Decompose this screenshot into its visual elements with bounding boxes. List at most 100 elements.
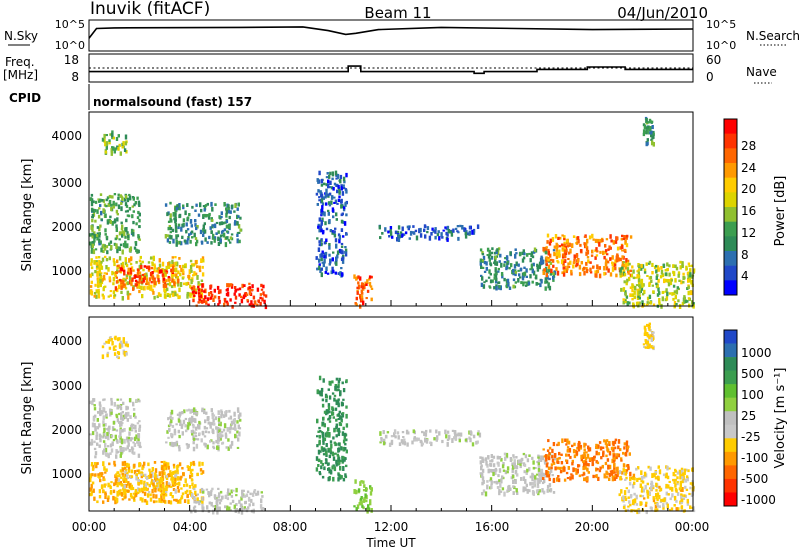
data-cell: [634, 285, 637, 291]
data-cell: [174, 441, 177, 447]
data-cell: [217, 238, 220, 241]
data-cell: [554, 466, 557, 471]
data-cell: [317, 225, 320, 229]
data-cell: [577, 464, 581, 467]
data-cell: [333, 466, 337, 472]
data-cell: [689, 486, 692, 490]
data-cell: [251, 492, 255, 497]
data-cell: [335, 177, 338, 180]
data-cell: [626, 261, 630, 267]
data-cell: [490, 459, 493, 463]
data-cell: [153, 263, 156, 266]
data-cell: [125, 483, 128, 488]
data-cell: [673, 504, 676, 507]
data-cell: [501, 464, 505, 469]
data-cell: [95, 463, 98, 469]
data-cell: [549, 488, 552, 493]
data-cell: [102, 243, 105, 249]
data-cell: [126, 445, 129, 450]
data-cell: [636, 477, 639, 482]
data-cell: [121, 200, 124, 203]
data-cell: [428, 235, 432, 241]
data-cell: [686, 498, 689, 504]
data-cell: [101, 472, 104, 476]
data-cell: [535, 282, 538, 286]
data-cell: [226, 291, 230, 297]
colorbar-swatch: [724, 221, 737, 237]
data-cell: [143, 491, 147, 496]
data-cell: [632, 509, 635, 512]
data-cell: [512, 491, 515, 495]
data-cell: [318, 265, 321, 271]
data-cell: [518, 273, 521, 277]
data-cell: [331, 411, 334, 416]
data-cell: [176, 500, 180, 504]
data-cell: [124, 470, 127, 474]
data-cell: [687, 262, 691, 266]
data-cell: [192, 295, 195, 299]
data-cell: [251, 284, 254, 288]
data-cell: [135, 434, 138, 440]
data-cell: [120, 420, 123, 426]
data-cell: [172, 476, 175, 481]
data-cell: [122, 337, 125, 342]
data-cell: [328, 433, 331, 438]
data-cell: [198, 283, 201, 287]
xtick-1200: 12:00: [374, 520, 409, 534]
data-cell: [525, 284, 528, 287]
data-cell: [330, 195, 334, 200]
data-cell: [365, 283, 368, 286]
data-cell: [612, 441, 615, 446]
data-cell: [396, 237, 399, 242]
data-cell: [544, 454, 548, 459]
data-cell: [227, 239, 231, 242]
data-cell: [316, 435, 319, 438]
data-cell: [616, 253, 619, 256]
data-cell: [441, 439, 444, 444]
data-cell: [176, 276, 179, 281]
data-cell: [382, 440, 386, 446]
data-cell: [123, 197, 127, 202]
data-cell: [316, 444, 319, 448]
data-cell: [225, 207, 228, 211]
data-cell: [125, 489, 128, 492]
data-cell: [171, 265, 175, 271]
data-cell: [213, 238, 216, 243]
data-cell: [156, 295, 159, 299]
data-cell: [148, 483, 151, 488]
data-cell: [105, 198, 108, 202]
data-cell: [513, 285, 517, 289]
data-cell: [128, 195, 132, 201]
data-cell: [480, 274, 483, 277]
data-cell: [236, 446, 240, 449]
data-cell: [238, 293, 241, 297]
data-cell: [122, 141, 125, 146]
data-cell: [640, 263, 643, 268]
data-cell: [114, 434, 117, 440]
data-cell: [419, 233, 423, 238]
data-cell: [131, 205, 134, 208]
data-cell: [610, 471, 614, 476]
data-cell: [495, 280, 498, 284]
data-cell: [669, 280, 673, 286]
data-cell: [544, 280, 547, 284]
data-cell: [646, 303, 649, 306]
data-cell: [235, 487, 238, 493]
data-cell: [464, 231, 467, 236]
data-cell: [118, 421, 121, 424]
data-cell: [652, 303, 656, 307]
data-cell: [125, 204, 129, 208]
data-cell: [320, 465, 323, 470]
data-cell: [140, 473, 143, 479]
data-cell: [559, 469, 563, 474]
data-cell: [169, 470, 172, 473]
data-cell: [180, 497, 183, 500]
data-cell: [102, 490, 105, 493]
data-cell: [666, 262, 669, 267]
data-cell: [103, 485, 106, 488]
data-cell: [171, 290, 174, 296]
data-cell: [494, 267, 497, 270]
data-cell: [639, 501, 642, 506]
data-cell: [210, 501, 213, 507]
data-cell: [105, 468, 108, 472]
